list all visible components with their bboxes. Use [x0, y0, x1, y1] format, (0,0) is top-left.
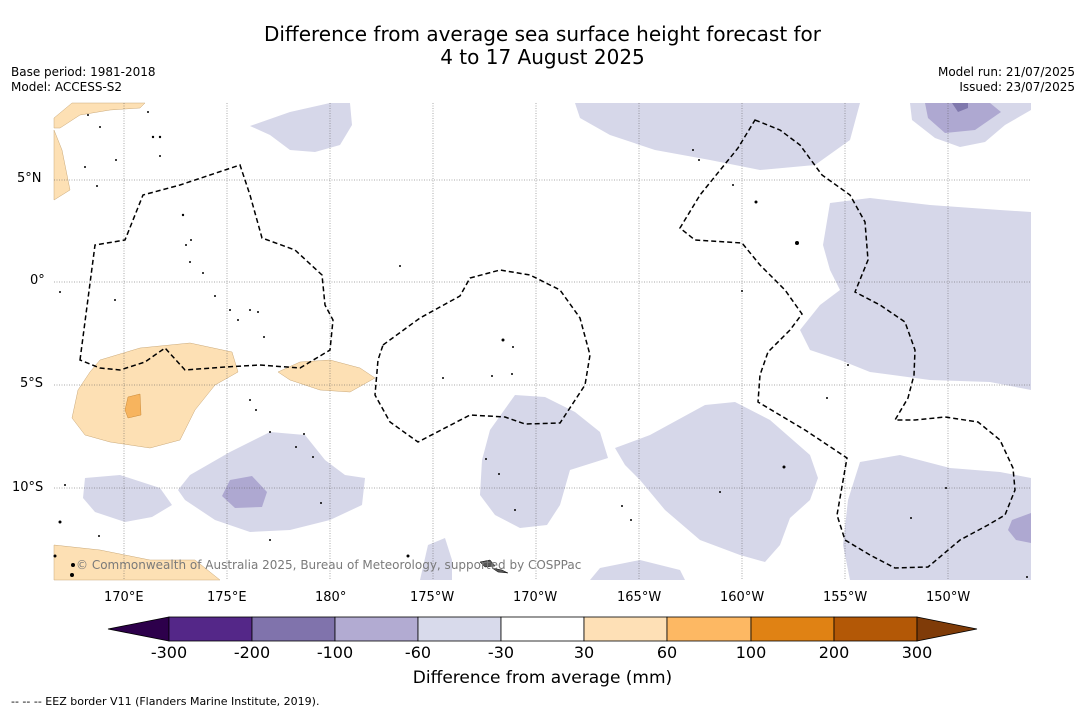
anomaly-core [124, 393, 142, 419]
colorbar-tick-label: -100 [316, 643, 354, 662]
island [479, 559, 496, 568]
map-title-line2: 4 to 17 August 2025 [440, 45, 645, 69]
lat-label: 10°S [12, 480, 44, 495]
base-period: Base period: 1981-2018 [11, 65, 156, 79]
anomaly-region [250, 103, 352, 152]
strong-negative-anomaly-regions [222, 103, 1031, 543]
lon-label: 175°W [410, 590, 455, 605]
colorbar-tick-label: 30 [573, 643, 595, 662]
anomaly-region [575, 103, 860, 170]
colorbar-segment [833, 616, 918, 642]
lat-label: 0° [30, 273, 45, 288]
colorbar-segment [251, 616, 336, 642]
copyright-notice: © Commonwealth of Australia 2025, Bureau… [76, 558, 582, 572]
anomaly-region [800, 198, 1031, 390]
eez-legend-footnote: -- -- -- EEZ border V11 (Flanders Marine… [11, 695, 320, 708]
colorbar-segment [500, 616, 585, 642]
negative-anomaly-regions [83, 103, 1031, 580]
anomaly-region [222, 476, 267, 508]
colorbar-extend-low [107, 616, 170, 642]
colorbar-segment [417, 616, 502, 642]
anomaly-region [843, 455, 1031, 580]
colorbar-segment [334, 616, 419, 642]
anomaly-region [615, 402, 818, 562]
lon-label: 165°W [617, 590, 662, 605]
colorbar-segment [583, 616, 668, 642]
lon-label: 150°W [926, 590, 971, 605]
eez-borders [79, 119, 1016, 569]
lon-label: 170°W [513, 590, 558, 605]
lon-label: 180° [315, 590, 347, 605]
eez-border [79, 164, 334, 371]
eez-border [679, 119, 1016, 569]
colorbar [107, 616, 978, 642]
colorbar-tick-label: -200 [233, 643, 271, 662]
anomaly-region [480, 395, 608, 528]
colorbar-extend-high [916, 616, 978, 642]
islands [53, 111, 1028, 578]
colorbar-segment [666, 616, 752, 642]
map-title-line1: Difference from average sea surface heig… [263, 22, 822, 46]
anomaly-region [53, 129, 71, 201]
colorbar-tick-label: 200 [818, 643, 850, 662]
island [491, 567, 509, 574]
lat-label: 5°N [17, 171, 42, 186]
lon-label: 160°W [720, 590, 765, 605]
colorbar-tick-label: 60 [656, 643, 678, 662]
eez-border [374, 269, 591, 443]
anomaly-region [178, 432, 365, 532]
anomaly-region [925, 103, 1001, 133]
colorbar-tick-label: -30 [487, 643, 515, 662]
anomaly-region [53, 102, 146, 129]
colorbar-segment [168, 616, 253, 642]
colorbar-tick-label: 300 [901, 643, 933, 662]
anomaly-region [53, 544, 221, 581]
model-run-date: Model run: 21/07/2025 [937, 65, 1075, 79]
anomaly-core [952, 103, 968, 112]
colorbar-tick-label: -60 [404, 643, 432, 662]
colorbar-title: Difference from average (mm) [412, 668, 673, 688]
lon-label: 155°W [823, 590, 868, 605]
lon-label: 170°E [104, 590, 144, 605]
anomaly-region [83, 475, 172, 522]
colorbar-segment [750, 616, 835, 642]
lon-label: 175°E [207, 590, 247, 605]
anomaly-region [420, 538, 452, 580]
anomaly-region [590, 560, 685, 580]
issued-date: Issued: 23/07/2025 [959, 80, 1075, 94]
model-name: Model: ACCESS-S2 [11, 80, 123, 94]
anomaly-region [1008, 513, 1031, 543]
colorbar-tick-label: -300 [150, 643, 188, 662]
lat-label: 5°S [20, 376, 44, 391]
colorbar-tick-label: 100 [735, 643, 767, 662]
